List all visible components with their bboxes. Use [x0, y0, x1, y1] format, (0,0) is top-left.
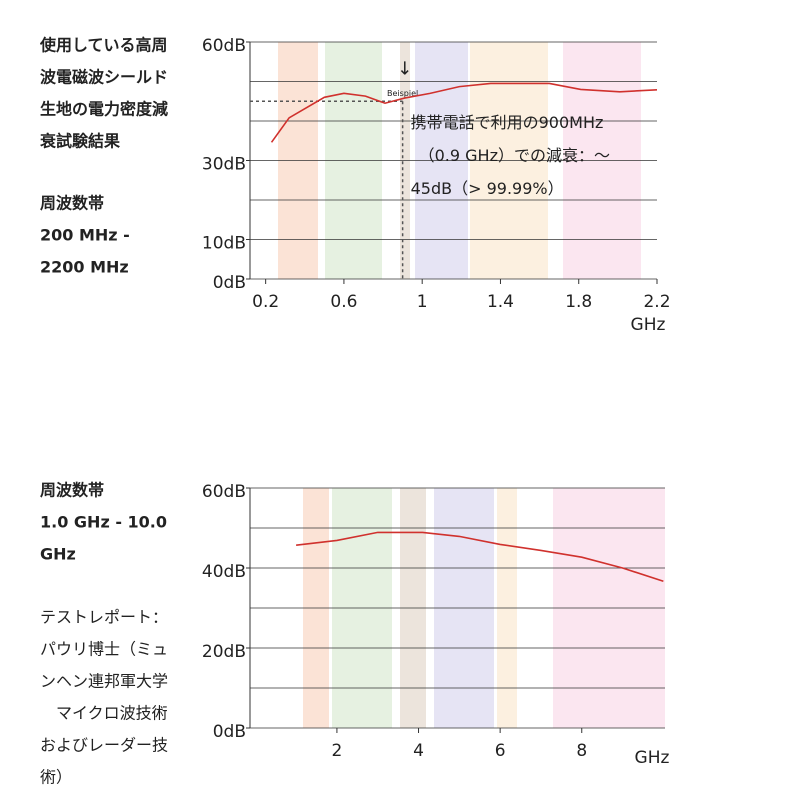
side-text: テストレポート： — [40, 608, 168, 627]
x-tick-label: 1.8 — [565, 292, 592, 312]
data-line — [296, 531, 664, 582]
side-text: 2200 MHz — [40, 258, 129, 277]
side-text: 周波数帯 — [40, 481, 104, 500]
side-text: GHz — [40, 545, 76, 564]
arrow: ↓ — [397, 58, 412, 79]
x-tick-label: 4 — [413, 741, 424, 761]
side-text: 周波数帯 — [40, 194, 104, 213]
y-tick-label: 60dB — [202, 482, 246, 502]
y-tick-label: 10dB — [202, 234, 246, 254]
x-axis-unit: GHz — [635, 748, 670, 768]
x-tick-label: 0.2 — [252, 292, 279, 312]
y-tick-label: 60dB — [202, 36, 246, 56]
side-text: 使用している高周 — [39, 36, 168, 55]
x-tick-label: 1 — [417, 292, 428, 312]
side-text: 術） — [40, 768, 72, 787]
side-text: およびレーダー技 — [40, 736, 168, 755]
x-tick-label: 0.6 — [330, 292, 357, 312]
y-tick-label: 20dB — [202, 642, 246, 662]
x-tick-label: 6 — [495, 741, 506, 761]
x-tick-label: 2.2 — [643, 292, 670, 312]
x-tick-label: 1.4 — [487, 292, 514, 312]
annotation: 携帯電話で利用の900MHz — [411, 113, 604, 132]
side-text: ンヘン連邦軍大学 — [40, 672, 168, 691]
x-tick-label: 8 — [576, 741, 587, 761]
side-text: 1.0 GHz - 10.0 — [40, 513, 167, 532]
data-line — [270, 82, 658, 143]
y-tick-label: 30dB — [202, 155, 246, 175]
side-text: 200 MHz - — [40, 226, 130, 245]
x-axis-unit: GHz — [631, 315, 666, 335]
side-text: 衰試験結果 — [39, 132, 120, 151]
side-text: 生地の電力密度減 — [40, 100, 168, 119]
side-text: 波電磁波シールド — [40, 68, 168, 87]
marker-label: Beispiel — [387, 89, 418, 98]
side-text: マイクロ波技術 — [40, 704, 168, 723]
x-tick-label: 2 — [332, 741, 343, 761]
y-tick-label: 0dB — [213, 273, 246, 293]
y-tick-label: 40dB — [202, 562, 246, 582]
y-tick-label: 0dB — [213, 722, 246, 742]
annotation: （0.9 GHz）での減衰：～ — [419, 146, 610, 165]
side-text: パウリ博士（ミュ — [40, 640, 168, 659]
annotation: 45dB（> 99.99%） — [411, 179, 564, 198]
